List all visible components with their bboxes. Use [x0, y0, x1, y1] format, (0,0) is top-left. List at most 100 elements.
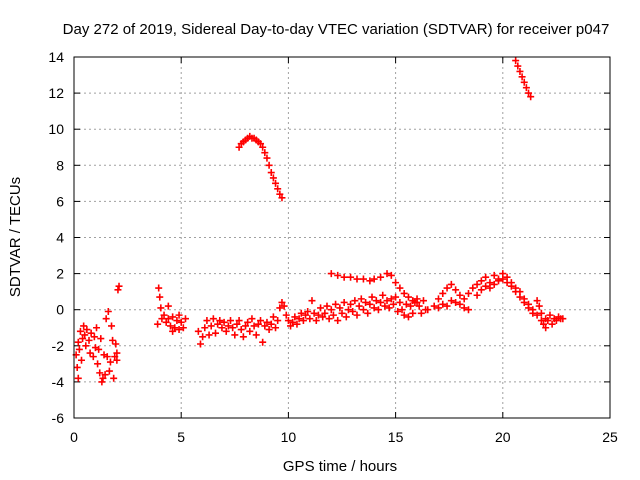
y-tick-label: 2	[56, 266, 64, 282]
data-point	[443, 302, 451, 310]
data-point	[93, 324, 101, 332]
data-point	[370, 275, 378, 283]
y-tick-label: 8	[56, 157, 64, 173]
data-point	[392, 279, 400, 287]
x-tick-label: 20	[495, 429, 511, 445]
data-point	[327, 306, 335, 314]
data-point	[113, 356, 121, 364]
data-point	[404, 313, 412, 321]
data-point	[209, 315, 217, 323]
data-point	[434, 304, 442, 312]
data-point	[430, 302, 438, 310]
data-point	[229, 324, 237, 332]
data-point	[381, 302, 389, 310]
data-point	[244, 318, 252, 326]
data-point	[103, 353, 111, 361]
data-point	[344, 306, 352, 314]
data-point	[289, 318, 297, 326]
data-point	[96, 369, 104, 377]
data-point	[179, 324, 187, 332]
data-point	[263, 318, 271, 326]
data-point	[464, 306, 472, 314]
data-point	[157, 304, 165, 312]
data-point	[314, 311, 322, 319]
data-point	[366, 300, 374, 308]
data-point	[499, 275, 507, 283]
data-point	[417, 309, 425, 317]
data-point	[537, 317, 545, 325]
data-point	[214, 320, 222, 328]
data-point	[512, 288, 520, 296]
data-point	[308, 297, 316, 305]
data-point	[248, 315, 256, 323]
data-point	[452, 286, 460, 294]
data-point	[372, 297, 380, 305]
data-point	[276, 304, 284, 312]
data-point	[267, 169, 275, 177]
data-point	[490, 271, 498, 279]
data-point	[278, 298, 286, 306]
data-point	[535, 302, 543, 310]
data-point	[257, 317, 265, 325]
data-point	[516, 67, 524, 75]
data-point	[250, 322, 258, 330]
data-point	[424, 306, 432, 314]
data-point	[407, 302, 415, 310]
data-point	[85, 336, 93, 344]
data-point	[207, 322, 215, 330]
data-point	[443, 284, 451, 292]
data-point	[218, 324, 226, 332]
data-point	[419, 297, 427, 305]
data-point	[164, 315, 172, 323]
data-point	[329, 311, 337, 319]
data-point	[237, 326, 245, 334]
data-point	[75, 345, 83, 353]
data-point	[404, 293, 412, 301]
data-point	[413, 298, 421, 306]
data-point	[347, 300, 355, 308]
data-point	[340, 298, 348, 306]
chart-title: Day 272 of 2019, Sidereal Day-to-day VTE…	[63, 21, 610, 38]
data-point	[540, 320, 548, 328]
data-point	[169, 313, 177, 321]
data-point	[522, 84, 530, 92]
data-point	[272, 179, 280, 187]
data-point	[514, 62, 522, 70]
data-point	[402, 300, 410, 308]
data-point	[175, 311, 183, 319]
y-axis-label: SDTVAR / TECUs	[7, 177, 24, 297]
data-point	[537, 309, 545, 317]
data-point	[533, 297, 541, 305]
grid-lines	[74, 57, 610, 418]
y-tick-label: -4	[52, 374, 65, 390]
data-point	[460, 295, 468, 303]
data-point	[297, 309, 305, 317]
data-point	[332, 300, 340, 308]
data-point	[525, 89, 533, 97]
y-axis-ticks: -6 -4 -2 0 2 4 6 8 10 12 14	[48, 49, 610, 426]
data-point	[74, 374, 82, 382]
data-point	[81, 331, 89, 339]
data-point	[82, 342, 90, 350]
data-point	[542, 324, 550, 332]
data-point	[464, 289, 472, 297]
data-point	[495, 277, 503, 285]
data-point	[304, 308, 312, 316]
data-point	[400, 289, 408, 297]
data-point	[383, 297, 391, 305]
data-point	[340, 273, 348, 281]
data-point	[456, 291, 464, 299]
data-point	[79, 335, 87, 343]
data-point	[280, 302, 288, 310]
data-point	[327, 270, 335, 278]
data-point	[520, 78, 528, 86]
data-point	[276, 190, 284, 198]
data-point	[95, 345, 103, 353]
data-point	[439, 300, 447, 308]
data-point	[486, 284, 494, 292]
data-point	[351, 297, 359, 305]
data-point	[299, 317, 307, 325]
data-point	[102, 315, 110, 323]
x-tick-label: 0	[70, 429, 78, 445]
